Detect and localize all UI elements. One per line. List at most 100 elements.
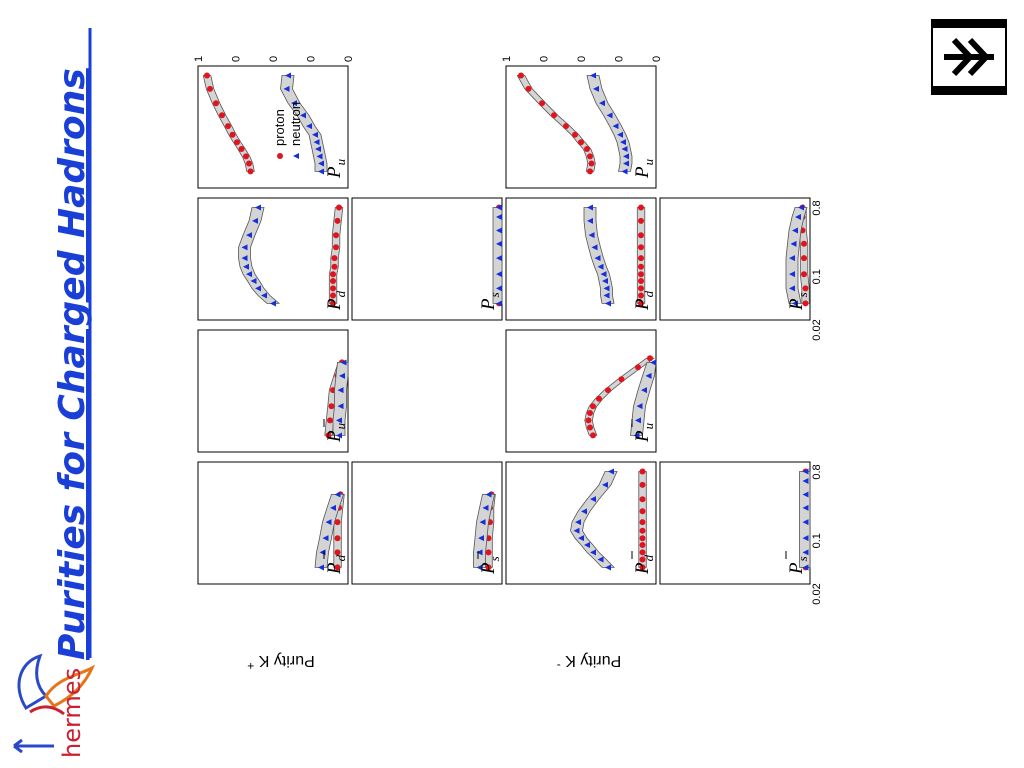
panel: Pd [197, 197, 349, 321]
proton-point [334, 519, 341, 526]
proton-point [639, 556, 646, 563]
proton-point [638, 255, 644, 262]
neutron-point [789, 255, 795, 262]
proton-point [485, 564, 492, 571]
proton-point [638, 271, 644, 278]
proton-point [618, 376, 625, 383]
neutron-point [612, 123, 619, 130]
neutron-point [496, 214, 502, 221]
neutron-point [590, 72, 596, 79]
proton-point [638, 217, 644, 224]
neutron-point [802, 519, 809, 526]
proton-point [551, 112, 557, 119]
proton-point [587, 424, 593, 431]
neutron-point [339, 372, 345, 379]
neutron-point [496, 255, 502, 262]
neutron-point [325, 519, 332, 526]
panel-label-sub: s [487, 556, 502, 561]
y-tick-label: 0.75 [539, 56, 551, 62]
panel-frame [351, 197, 503, 321]
neutron-point [623, 160, 629, 167]
neutron-point [602, 278, 608, 285]
hermes-logo: hermes [13, 653, 96, 758]
proton-point [635, 364, 641, 371]
neutron-point [322, 535, 329, 542]
proton-point [330, 278, 336, 284]
neutron-point [584, 542, 590, 549]
x-tick-label: 0.8 [811, 200, 823, 215]
panel-label-sub: u [641, 422, 656, 429]
uncertainty-band [473, 493, 495, 568]
proton-point [638, 244, 644, 251]
neutron-point [241, 255, 248, 262]
uncertainty-band [586, 75, 633, 172]
proton-point [638, 263, 644, 270]
neutron-point [300, 112, 306, 119]
legend-neutron-label: neutron [288, 102, 303, 146]
panel-frame [659, 461, 811, 585]
proton-point [330, 292, 336, 299]
neutron-point [340, 359, 347, 366]
proton-point [639, 519, 646, 526]
proton-point [588, 160, 595, 167]
neutron-point [496, 285, 502, 292]
neutron-point [636, 403, 643, 410]
panel-frame [197, 329, 349, 453]
proton-point [334, 564, 341, 571]
x-tick-labels: 0.02 0.1 0.8 0.02 0.1 0.8 [811, 200, 823, 604]
panel: Ps [659, 197, 811, 321]
proton-point [639, 564, 646, 571]
proton-point [638, 285, 644, 292]
neutron-point [790, 240, 797, 247]
purity-figure: Pu00.250.50.751PdPuPdPsPsPu00.250.50.751… [193, 56, 823, 673]
neutron-point [578, 535, 584, 542]
proton-point [639, 468, 646, 475]
proton-point [605, 387, 611, 394]
neutron-point [621, 168, 628, 175]
panel: Pd [505, 197, 657, 321]
neutron-point [575, 519, 581, 526]
x-tick-label: 0.02 [811, 583, 823, 604]
proton-point [596, 395, 602, 402]
neutron-point [485, 491, 492, 498]
y-tick-label: 0.5 [268, 56, 280, 62]
panel: Pd [197, 461, 349, 585]
proton-point [638, 204, 644, 211]
neutron-point [283, 85, 290, 92]
panel: Ps [659, 461, 811, 585]
y-axis-label-charge: - [557, 659, 561, 673]
neutron-point [482, 504, 489, 511]
neutron-point [599, 100, 605, 107]
neutron-point [241, 244, 248, 251]
neutron-point [315, 146, 321, 153]
proton-point [639, 496, 646, 503]
panel-label-sub: d [641, 554, 656, 561]
uncertainty-band [332, 361, 349, 436]
neutron-point [261, 292, 267, 299]
y-axis-label-charge: + [247, 659, 254, 673]
x-tick-label: 0.1 [811, 533, 823, 548]
neutron-point [641, 387, 647, 394]
proton-point [584, 146, 590, 152]
slide-title-text: Purities for Charged Hadrons [52, 68, 93, 660]
neutron-point [602, 481, 608, 488]
neutron-point [588, 232, 595, 239]
proton-point [330, 285, 336, 292]
proton-point [330, 300, 336, 307]
neutron-point [318, 168, 324, 175]
neutron-point [476, 564, 483, 571]
neutron-point [802, 549, 809, 556]
x-tick-label: 0.8 [811, 464, 823, 479]
proton-point [330, 271, 336, 278]
uncertainty-band [314, 493, 345, 568]
neutron-point [795, 214, 801, 221]
neutron-point [802, 535, 809, 542]
proton-point [801, 240, 807, 247]
neutron-point [606, 112, 613, 119]
hermes-wordmark: hermes [58, 668, 86, 758]
y-tick-label: 0.5 [576, 56, 588, 62]
proton-point [647, 355, 653, 362]
hermes-badge-icon [931, 19, 1007, 95]
neutron-point [313, 139, 320, 146]
neutron-point [621, 146, 628, 153]
